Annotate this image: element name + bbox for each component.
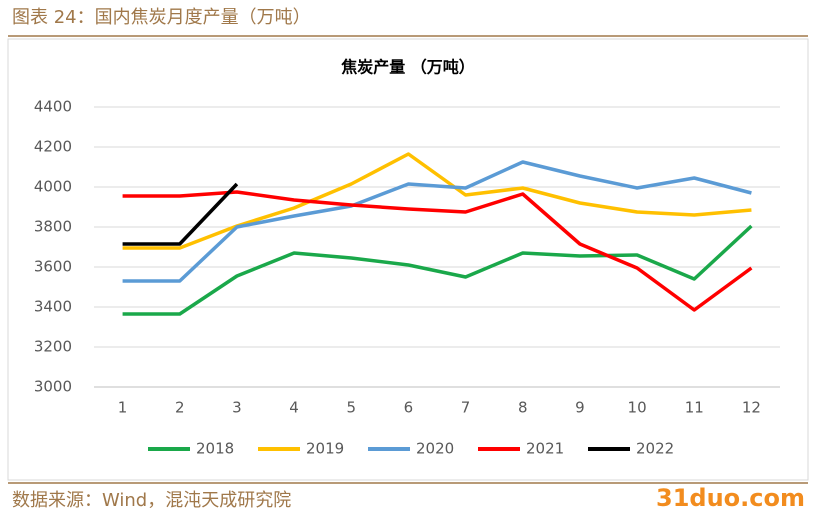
x-tick-label: 10 [628,399,647,417]
x-tick-label: 11 [685,399,704,417]
x-tick-label: 2 [175,399,185,417]
x-tick-label: 4 [289,399,299,417]
legend-label: 2019 [306,440,344,458]
y-tick-label: 3600 [34,258,72,276]
x-tick-label: 7 [461,399,471,417]
source-note: 数据来源：Wind，混沌天成研究院 [12,490,291,511]
series-line [122,152,752,250]
y-tick-label: 3400 [34,298,72,316]
y-tick-label: 3000 [34,378,72,396]
x-tick-label: 3 [232,399,242,417]
legend-label: 2021 [526,440,564,458]
watermark: 31duo.com [656,484,805,512]
y-tick-label: 3200 [34,338,72,356]
x-tick-label: 6 [404,399,414,417]
y-tick-label: 4400 [34,98,72,116]
series-line [122,182,239,246]
x-tick-label: 1 [118,399,128,417]
y-tick-label: 4000 [34,178,72,196]
x-tick-label: 12 [742,399,761,417]
x-tick-label: 5 [346,399,356,417]
legend-label: 2022 [636,440,674,458]
x-tick-label: 8 [518,399,528,417]
chart-title: 焦炭产量 （万吨） [340,58,475,77]
figure-title: 图表 24：国内焦炭月度产量（万吨） [12,7,311,28]
legend-label: 2018 [196,440,234,458]
y-tick-label: 4200 [34,138,72,156]
x-tick-label: 9 [575,399,585,417]
chart-frame [7,38,809,481]
series-line [122,160,752,283]
legend-label: 2020 [416,440,454,458]
y-tick-label: 3800 [34,218,72,236]
series-line [122,224,753,316]
